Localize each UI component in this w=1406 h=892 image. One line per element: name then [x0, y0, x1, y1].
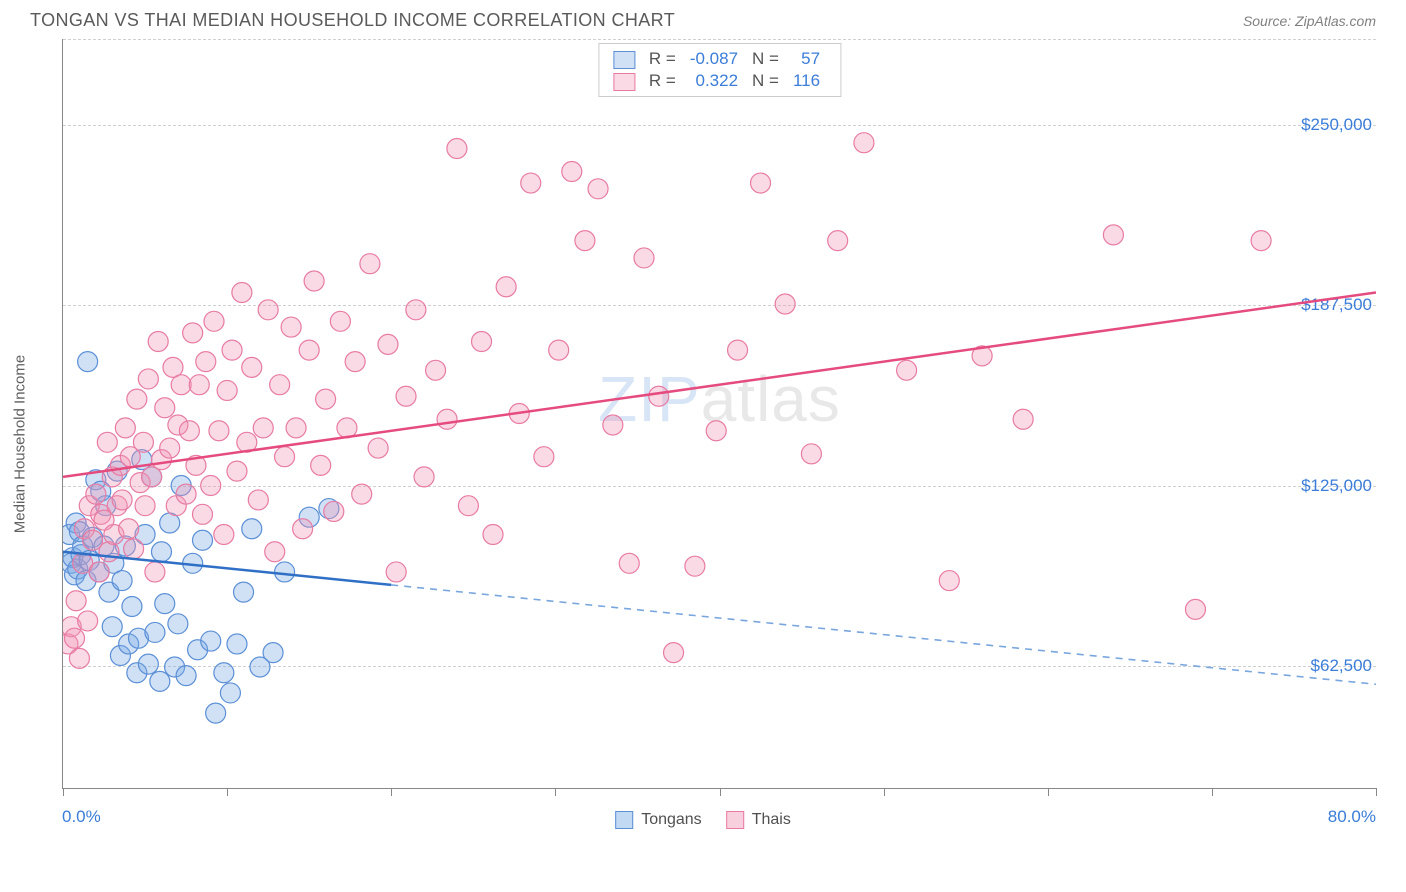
thais-swatch-icon: [613, 73, 635, 91]
tongans-swatch-icon: [613, 51, 635, 69]
thais-swatch-icon: [726, 811, 744, 829]
legend-label: Thais: [752, 811, 791, 829]
chart-header: TONGAN VS THAI MEDIAN HOUSEHOLD INCOME C…: [0, 0, 1406, 39]
legend-item-thais: Thais: [726, 811, 791, 829]
legend-row-thais: R = 0.322 N = 116: [609, 70, 830, 92]
tongans-r-value: -0.087: [686, 48, 748, 70]
legend-item-tongans: Tongans: [615, 811, 702, 829]
correlation-legend: R = -0.087 N = 57 R = 0.322 N = 116: [598, 43, 841, 97]
chart-title: TONGAN VS THAI MEDIAN HOUSEHOLD INCOME C…: [30, 10, 675, 31]
legend-label: Tongans: [641, 811, 702, 829]
y-axis-label: Median Household Income: [12, 355, 29, 533]
x-axis-end-label: 80.0%: [1328, 807, 1376, 827]
thais-n-value: 116: [789, 70, 830, 92]
source-label: Source: ZipAtlas.com: [1243, 13, 1376, 29]
plot-area: ZIPatlas R = -0.087 N = 57 R = 0.322 N =…: [62, 39, 1376, 789]
thais-r-value: 0.322: [686, 70, 748, 92]
tongans-swatch-icon: [615, 811, 633, 829]
legend-row-tongans: R = -0.087 N = 57: [609, 48, 830, 70]
tongans-n-value: 57: [789, 48, 830, 70]
x-axis-start-label: 0.0%: [62, 807, 101, 827]
series-legend: Tongans Thais: [615, 811, 791, 829]
scatter-svg: [63, 39, 1376, 788]
chart-container: Median Household Income ZIPatlas R = -0.…: [30, 39, 1376, 849]
